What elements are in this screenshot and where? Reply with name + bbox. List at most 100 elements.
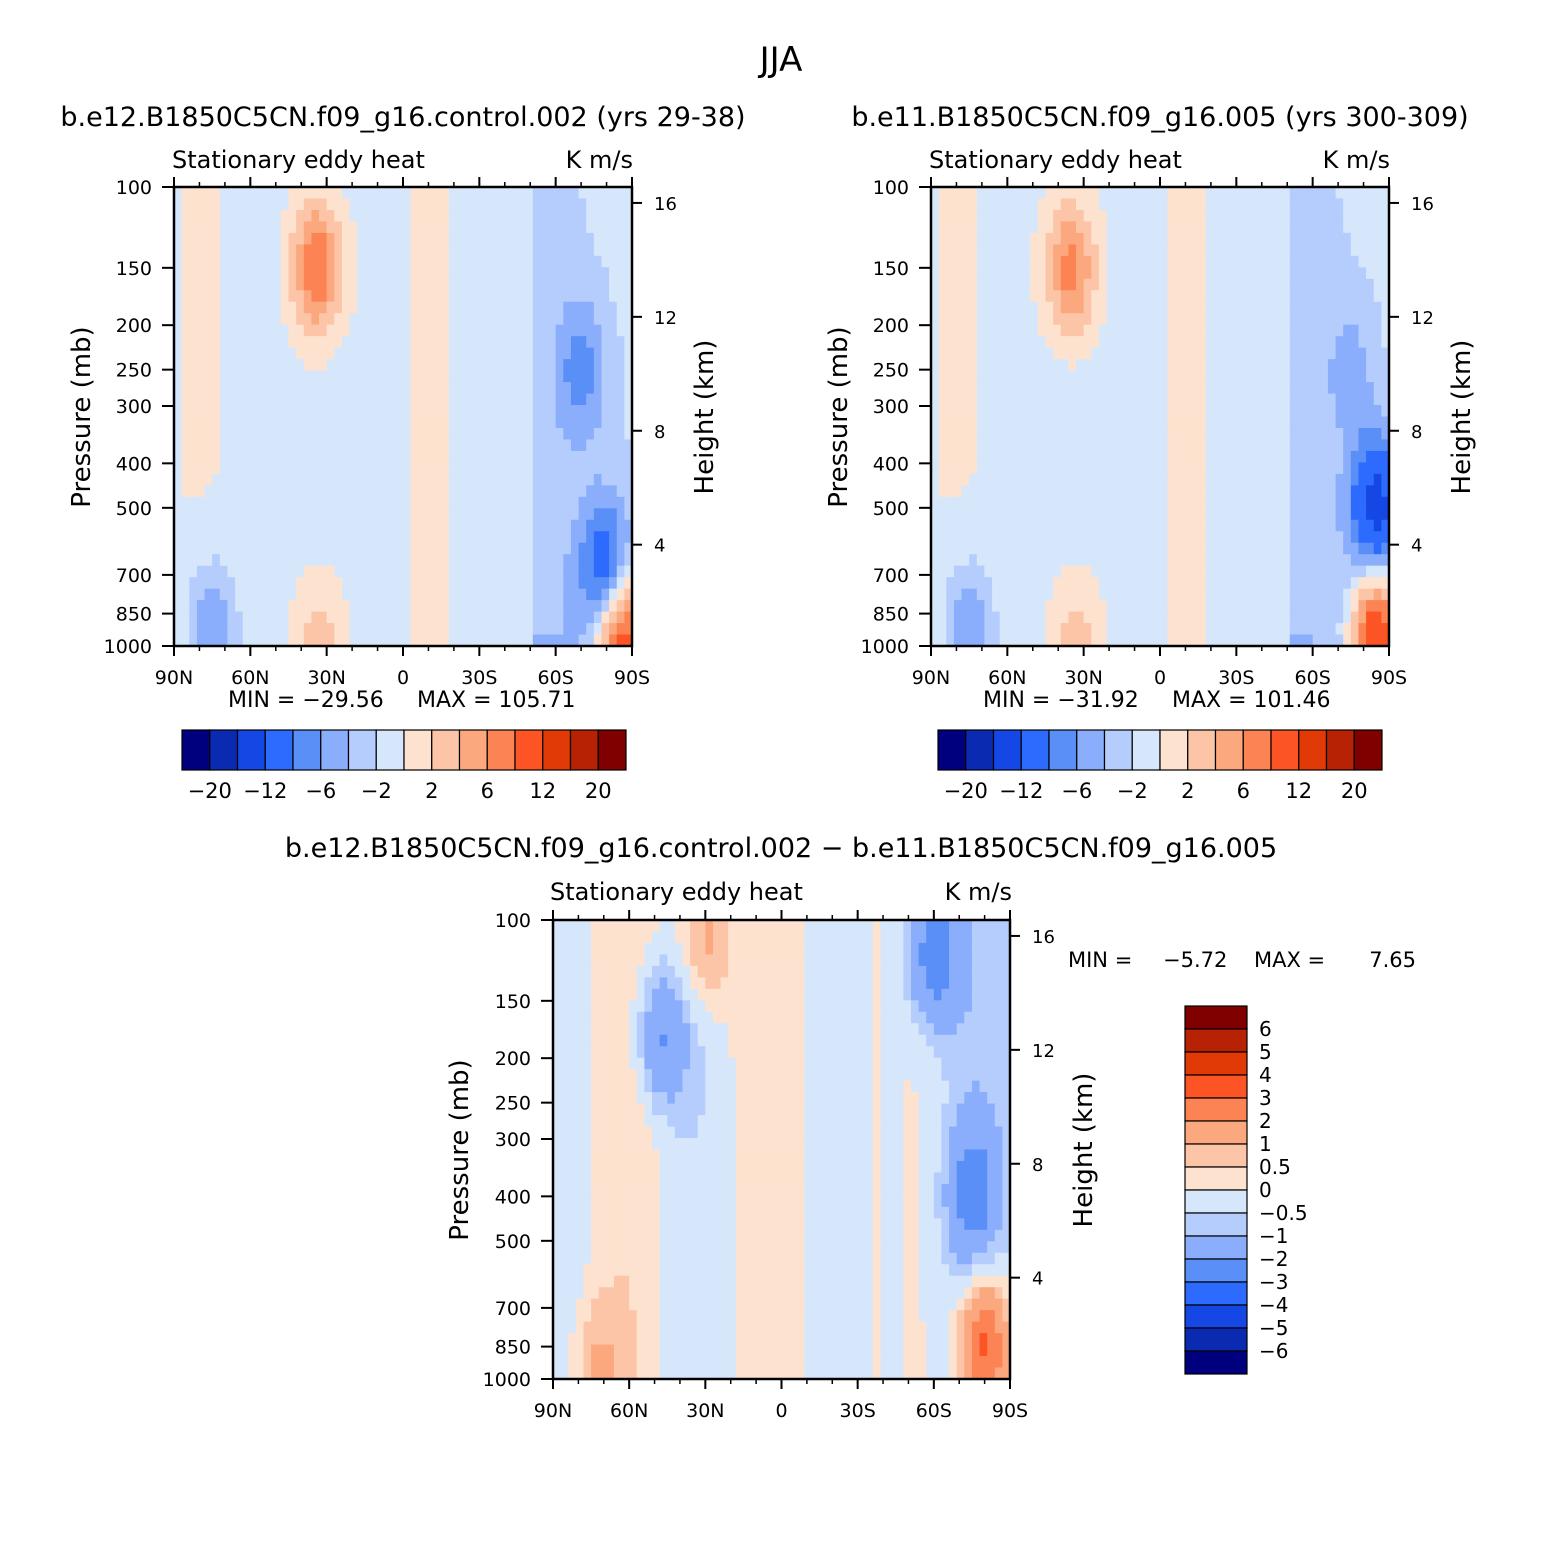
field-cell (609, 473, 618, 486)
field-cell (380, 405, 389, 418)
field-cell (341, 301, 351, 314)
field-cell (1366, 508, 1375, 521)
field-cell (1137, 324, 1146, 337)
field-cell (1373, 462, 1382, 475)
field-cell (326, 450, 335, 463)
field-cell (441, 198, 450, 211)
field-cell (1251, 427, 1260, 441)
field-cell (387, 187, 396, 200)
field-cell (1098, 519, 1108, 532)
field-cell (1358, 565, 1367, 578)
field-cell (1373, 393, 1382, 406)
field-cell (1190, 301, 1199, 314)
field-cell (525, 382, 534, 395)
field-cell (456, 623, 465, 636)
field-cell (1259, 198, 1268, 211)
field-cell (1335, 221, 1344, 234)
field-cell (181, 290, 190, 303)
field-cell (425, 496, 435, 509)
field-cell (1228, 255, 1237, 268)
field-cell (624, 301, 632, 314)
field-cell (1205, 623, 1215, 636)
field-cell (509, 473, 519, 486)
field-cell (189, 611, 198, 624)
field-cell (1251, 347, 1260, 360)
field-cell (196, 382, 206, 395)
field-cell (1152, 588, 1161, 601)
field-cell (961, 405, 970, 418)
field-cell (616, 565, 625, 578)
field-cell (1045, 496, 1054, 509)
field-cell (1160, 439, 1169, 452)
field-cell (1259, 278, 1268, 291)
field-cell (471, 209, 480, 223)
field-cell (387, 198, 396, 211)
field-cell (570, 359, 580, 372)
field-cell (1221, 405, 1230, 418)
field-cell (1152, 473, 1161, 486)
field-cell (1266, 313, 1276, 326)
field-cell (494, 519, 503, 532)
field-cell (563, 232, 572, 245)
field-cell (1076, 508, 1085, 521)
field-cell (1030, 267, 1039, 280)
field-cell (570, 232, 580, 245)
field-cell (1083, 347, 1092, 360)
field-cell (387, 462, 396, 475)
field-cell (609, 187, 618, 200)
field-cell (1366, 496, 1375, 509)
field-cell (212, 611, 221, 624)
field-cell (1381, 359, 1389, 372)
field-cell (609, 347, 618, 360)
field-cell (601, 427, 610, 441)
field-cell (616, 382, 625, 395)
field-cell (273, 439, 282, 452)
field-cell (288, 255, 297, 268)
field-cell (494, 405, 503, 418)
field-cell (227, 244, 236, 257)
field-cell (1350, 462, 1360, 475)
field-cell (1014, 244, 1024, 257)
field-cell (1327, 336, 1337, 349)
field-cell (456, 324, 465, 337)
field-cell (227, 313, 236, 326)
field-cell (517, 198, 526, 211)
field-cell (999, 577, 1008, 590)
field-cell (1228, 370, 1237, 383)
field-cell (486, 508, 496, 521)
field-cell (212, 255, 221, 268)
field-cell (1037, 244, 1047, 257)
field-cell (1190, 187, 1199, 200)
field-cell (1190, 531, 1199, 544)
field-cell (196, 255, 206, 268)
field-cell (273, 462, 282, 475)
field-cell (486, 554, 496, 567)
field-cell (969, 565, 978, 578)
field-cell (1221, 611, 1230, 624)
field-cell (1366, 324, 1375, 337)
field-cell (448, 462, 458, 475)
field-cell (433, 267, 442, 280)
field-cell (341, 554, 351, 567)
field-cell (1068, 508, 1077, 521)
field-cell (189, 542, 198, 555)
field-cell (976, 600, 986, 613)
field-cell (1137, 187, 1146, 200)
field-cell (1282, 324, 1291, 337)
field-cell (1182, 290, 1192, 303)
field-cell (1014, 187, 1024, 200)
field-cell (1343, 623, 1352, 636)
field-cell (227, 554, 236, 567)
field-cell (548, 485, 557, 498)
field-cell (456, 359, 465, 372)
field-cell (1228, 519, 1237, 532)
field-cell (509, 232, 519, 245)
field-cell (395, 278, 404, 291)
field-cell (1182, 519, 1192, 532)
field-cell (387, 485, 396, 498)
field-cell (357, 382, 366, 395)
field-cell (410, 416, 419, 429)
field-cell (471, 542, 480, 555)
field-cell (1037, 198, 1047, 211)
field-cell (303, 244, 312, 257)
